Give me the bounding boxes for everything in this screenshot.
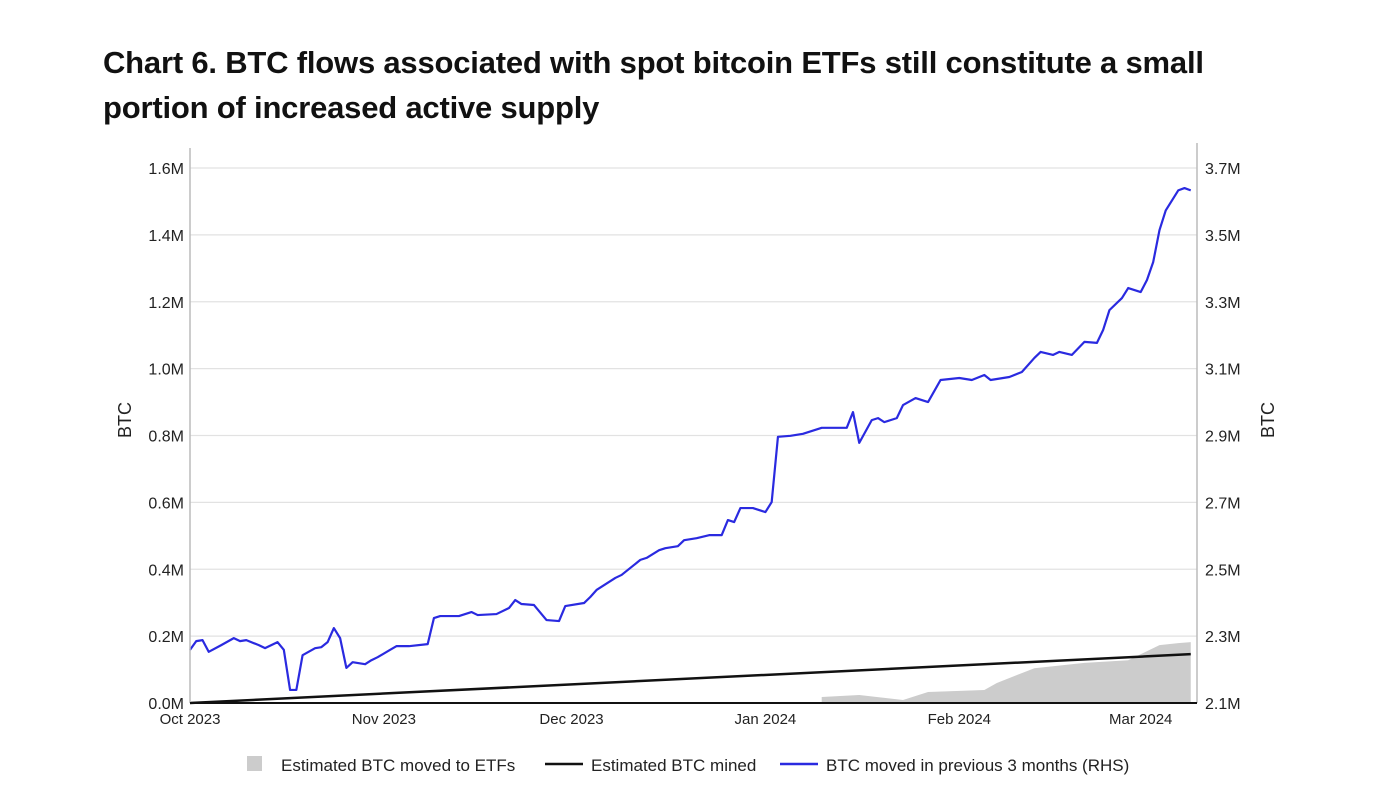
x-tick-label: Dec 2023 [539,711,603,728]
y-left-tick-label: 0.2M [148,629,184,646]
btc-moved-line [189,186,1192,692]
y-right-tick-label: 2.5M [1205,562,1241,579]
y-right-tick-label: 3.1M [1205,362,1241,379]
x-tick-label: Nov 2023 [352,711,416,728]
legend-label-mined: Estimated BTC mined [591,756,756,775]
x-tick-label: Jan 2024 [735,711,797,728]
y-right-tick-label: 3.7M [1205,161,1241,178]
y-right-tick-label: 3.3M [1205,295,1241,312]
x-tick-label: Mar 2024 [1109,711,1172,728]
y-right-tick-label: 3.5M [1205,228,1241,245]
y-left-tick-label: 0.6M [148,495,184,512]
btc-mined-line [189,652,1191,705]
y-right-tick-label: 2.7M [1205,495,1241,512]
y-left-tick-label: 0.4M [148,562,184,579]
x-tick-label: Oct 2023 [160,711,221,728]
legend-label-moved: BTC moved in previous 3 months (RHS) [826,756,1129,775]
y-left-tick-label: 0.8M [148,429,184,446]
y-right-tick-label: 2.1M [1205,696,1241,713]
legend-label-etf: Estimated BTC moved to ETFs [281,756,515,775]
y-left-tick-label: 1.6M [148,161,184,178]
y-left-tick-label: 1.4M [148,228,184,245]
y-right-tick-label: 2.3M [1205,629,1241,646]
y-left-tick-label: 1.0M [148,362,184,379]
legend-swatch-etf [247,756,262,771]
chart-title: Chart 6. BTC flows associated with spot … [103,45,1204,125]
y-left-tick-label: 0.0M [148,696,184,713]
y-right-axis-label: BTC [1258,402,1278,438]
y-right-tick-label: 2.9M [1205,429,1241,446]
y-left-tick-label: 1.2M [148,295,184,312]
y-left-axis-label: BTC [115,402,135,438]
etf-flow-area [821,642,1191,703]
x-tick-label: Feb 2024 [928,711,991,728]
